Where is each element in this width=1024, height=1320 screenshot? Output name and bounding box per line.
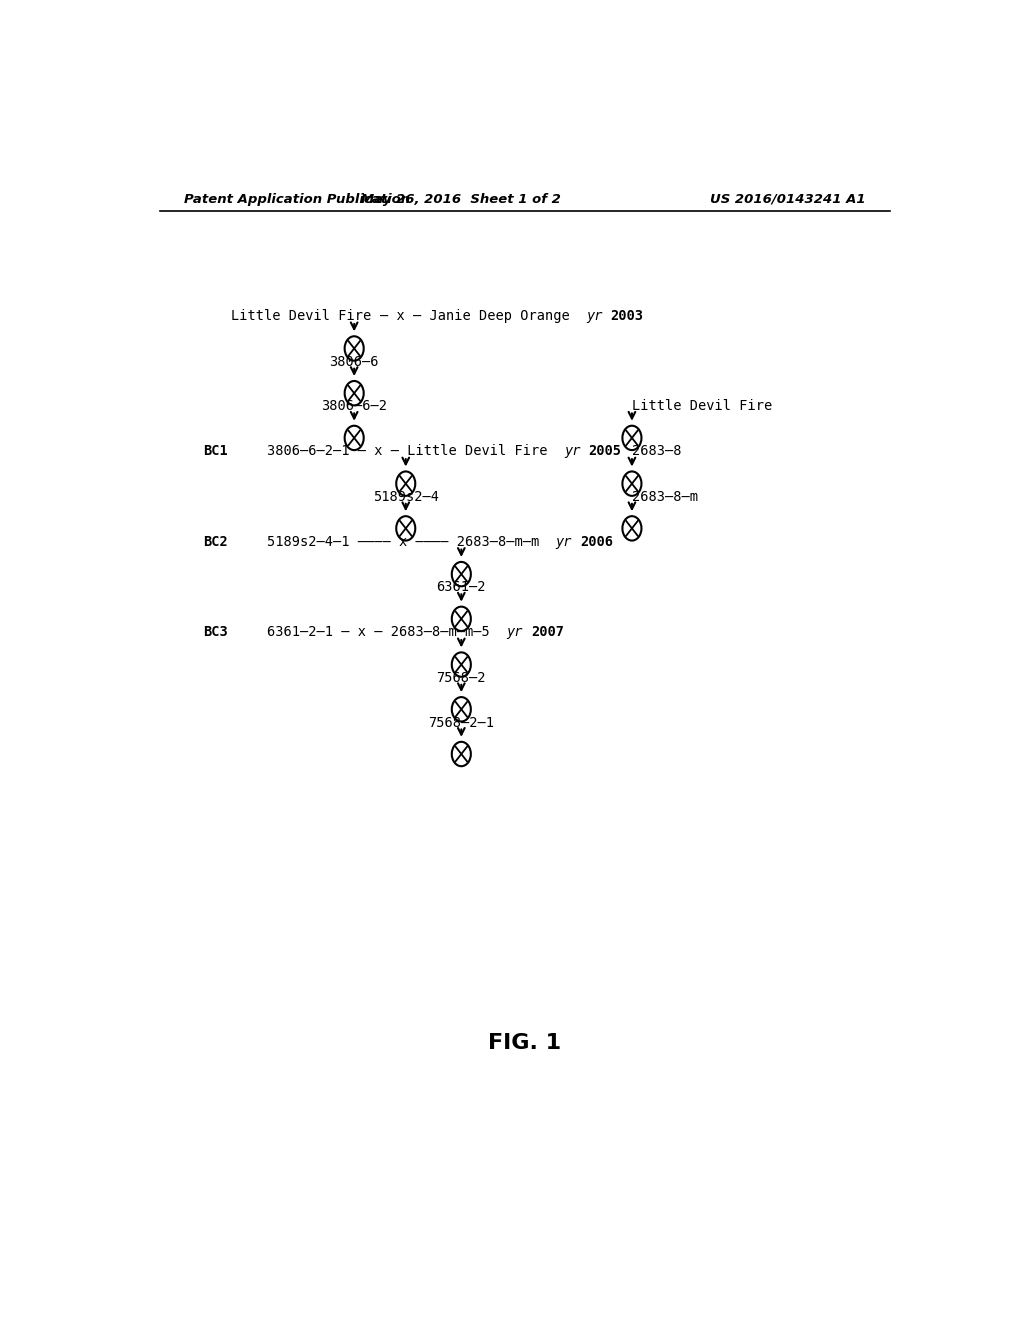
Text: 2007: 2007	[530, 626, 564, 639]
Text: 5189s2–4: 5189s2–4	[373, 490, 438, 504]
Text: 6361–2: 6361–2	[436, 581, 486, 594]
Text: 2006: 2006	[581, 535, 613, 549]
Text: yr: yr	[564, 444, 589, 458]
Text: BC1: BC1	[204, 444, 228, 458]
Text: 7568–2–1: 7568–2–1	[428, 715, 495, 730]
Text: FIG. 1: FIG. 1	[488, 1032, 561, 1052]
Text: Patent Application Publication: Patent Application Publication	[183, 193, 410, 206]
Text: May 26, 2016  Sheet 1 of 2: May 26, 2016 Sheet 1 of 2	[361, 193, 561, 206]
Text: 7568–2: 7568–2	[436, 671, 486, 685]
Text: 2005: 2005	[589, 444, 622, 458]
Text: yr: yr	[586, 309, 610, 323]
Text: 2683–8–m: 2683–8–m	[632, 490, 698, 504]
Text: BC3: BC3	[204, 626, 228, 639]
Text: 6361–2–1 — x — 2683–8–m–m–5: 6361–2–1 — x — 2683–8–m–m–5	[267, 626, 506, 639]
Text: — x — Janie Deep Orange: — x — Janie Deep Orange	[380, 309, 586, 323]
Text: US 2016/0143241 A1: US 2016/0143241 A1	[711, 193, 866, 206]
Text: 2683–8: 2683–8	[632, 444, 681, 458]
Text: 3806–6: 3806–6	[330, 355, 379, 368]
Text: yr: yr	[506, 626, 530, 639]
Text: 5189s2–4–1 ———— x ———— 2683–8–m–m: 5189s2–4–1 ———— x ———— 2683–8–m–m	[267, 535, 556, 549]
Text: yr: yr	[556, 535, 581, 549]
Text: Little Devil Fire: Little Devil Fire	[231, 309, 380, 323]
Text: 3806–6–2: 3806–6–2	[322, 400, 387, 413]
Text: BC2: BC2	[204, 535, 228, 549]
Text: 3806–6–2–1 — x — Little Devil Fire: 3806–6–2–1 — x — Little Devil Fire	[267, 444, 564, 458]
Text: Little Devil Fire: Little Devil Fire	[632, 400, 772, 413]
Text: 2003: 2003	[610, 309, 644, 323]
